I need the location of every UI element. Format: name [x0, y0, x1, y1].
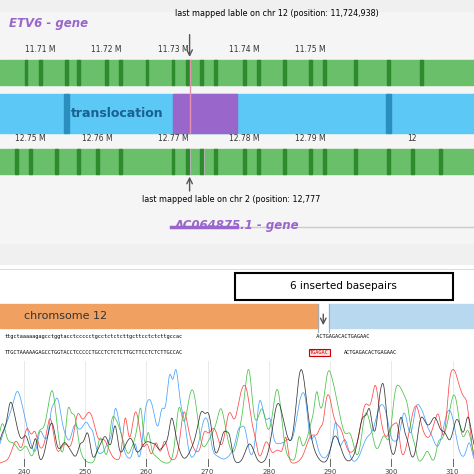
Bar [200, 60, 203, 85]
Text: 300: 300 [384, 469, 398, 474]
Bar [39, 60, 42, 85]
Text: 11.75 M: 11.75 M [295, 46, 326, 55]
Bar [172, 60, 174, 85]
Text: 12.76 M: 12.76 M [82, 134, 112, 143]
Text: AC064875.1 - gene: AC064875.1 - gene [175, 219, 299, 232]
Text: 11.74 M: 11.74 M [229, 46, 259, 55]
Text: 12.75 M: 12.75 M [16, 134, 46, 143]
Text: 12.78 M: 12.78 M [229, 134, 259, 143]
Bar [323, 149, 326, 174]
Text: ETV6 - gene: ETV6 - gene [9, 17, 89, 30]
Bar [0, 149, 474, 174]
Bar [29, 149, 32, 174]
Bar [15, 149, 18, 174]
Text: 240: 240 [17, 469, 30, 474]
Bar [55, 149, 58, 174]
Bar [64, 94, 69, 133]
Bar [420, 60, 423, 85]
Bar [186, 149, 189, 174]
Bar [243, 149, 246, 174]
Bar [105, 60, 108, 85]
Bar [387, 149, 390, 174]
Bar [283, 149, 286, 174]
Bar [257, 149, 260, 174]
Bar [77, 60, 80, 85]
Bar [200, 149, 203, 174]
Text: 11.72 M: 11.72 M [91, 46, 122, 55]
Bar [0, 60, 474, 85]
Text: 12.79 M: 12.79 M [295, 134, 326, 143]
Bar [186, 60, 189, 85]
Bar [119, 149, 122, 174]
Bar [65, 60, 68, 85]
Bar [25, 60, 27, 85]
Bar [214, 60, 217, 85]
Text: 11.73 M: 11.73 M [158, 46, 188, 55]
Text: 250: 250 [78, 469, 91, 474]
Text: 310: 310 [446, 469, 459, 474]
Bar [257, 60, 260, 85]
Text: 280: 280 [262, 469, 275, 474]
Bar [0, 0, 474, 10]
Text: last mapped lable on chr 2 (position: 12,777: last mapped lable on chr 2 (position: 12… [142, 195, 320, 204]
Bar [354, 149, 357, 174]
Bar [119, 60, 122, 85]
Bar [0, 304, 318, 328]
Bar [0, 94, 474, 133]
Bar [309, 149, 312, 174]
Text: chromsome 12: chromsome 12 [24, 311, 107, 321]
Text: last mapped lable on chr 12 (position: 11,724,938): last mapped lable on chr 12 (position: 1… [175, 9, 379, 18]
Bar [0, 244, 474, 265]
Bar [243, 60, 246, 85]
Bar [329, 304, 474, 328]
Bar [172, 149, 174, 174]
Text: TGAGAC: TGAGAC [310, 350, 329, 355]
Bar [214, 149, 217, 174]
Text: 11.71 M: 11.71 M [25, 46, 55, 55]
Text: 6 inserted basepairs: 6 inserted basepairs [290, 281, 397, 292]
Bar [96, 149, 99, 174]
Text: 12.77 M: 12.77 M [158, 134, 188, 143]
Text: TTGCTAAAAAGAGCCTGGTACCTCCCCCTGCCTCTCTCTTGCTTCCTCTCTTGCCAC: TTGCTAAAAAGAGCCTGGTACCTCCCCCTGCCTCTCTCTT… [5, 350, 183, 355]
Text: 12: 12 [408, 134, 417, 143]
Text: ACTGAGACACTGAGAAC: ACTGAGACACTGAGAAC [310, 334, 370, 339]
Bar [411, 149, 414, 174]
Bar [146, 60, 148, 85]
Text: translocation: translocation [71, 107, 164, 120]
Text: ACTGAGACACTGAGAAC: ACTGAGACACTGAGAAC [344, 350, 397, 355]
Bar [283, 60, 286, 85]
Text: 260: 260 [139, 469, 153, 474]
Bar [309, 60, 312, 85]
Bar [386, 94, 391, 133]
Bar [387, 60, 390, 85]
Bar [439, 149, 442, 174]
Text: 290: 290 [323, 469, 337, 474]
Text: 270: 270 [201, 469, 214, 474]
Bar [77, 149, 80, 174]
Bar [354, 60, 357, 85]
FancyBboxPatch shape [235, 273, 453, 300]
Bar [323, 60, 326, 85]
Text: ttgctaaaaagagcctggtacctccccctgcctctctcttgcttcctctcttgccac: ttgctaaaaagagcctggtacctccccctgcctctctctt… [5, 334, 183, 339]
Bar [173, 94, 237, 133]
